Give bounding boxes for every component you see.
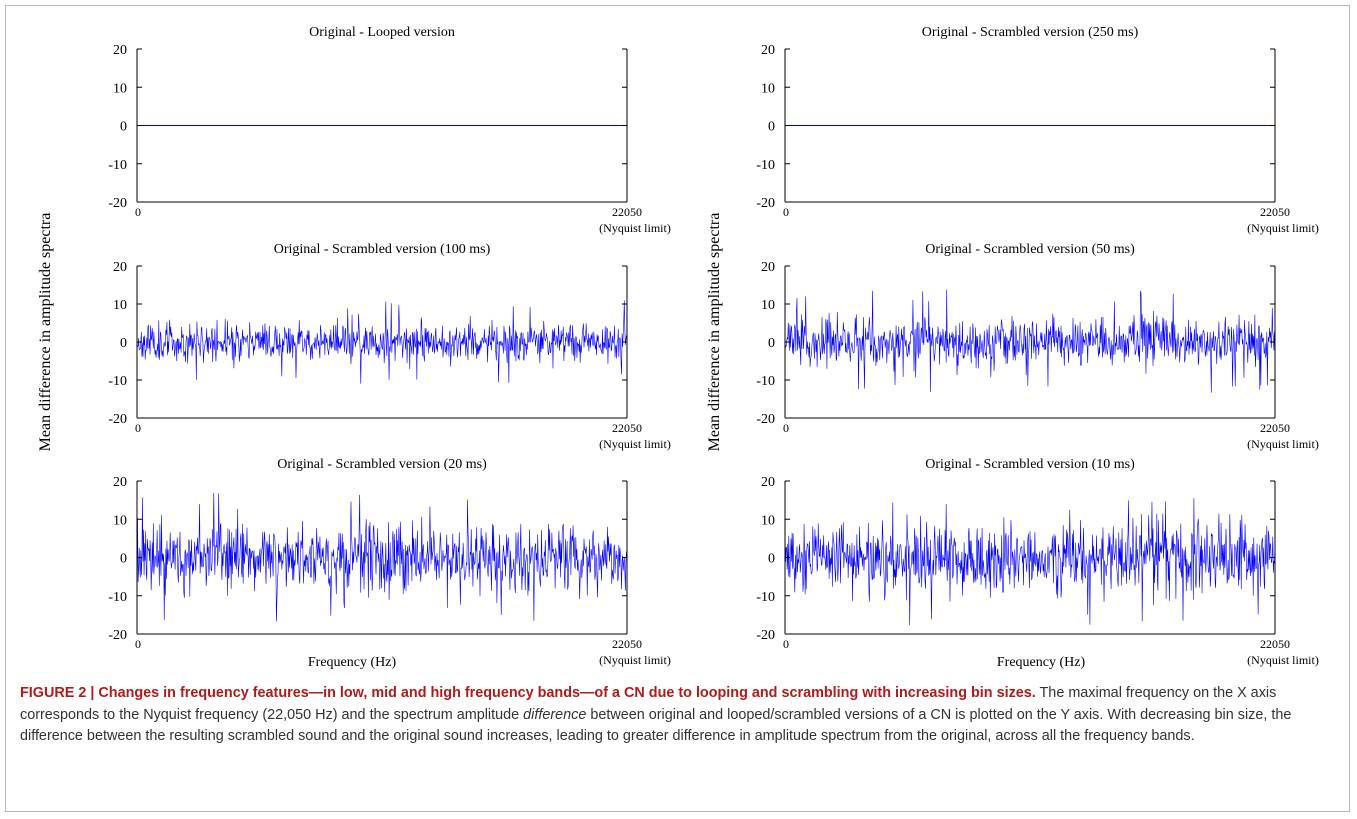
caption-title: FIGURE 2 | Changes in frequency features… [20, 685, 1036, 701]
y-tick-label-3: -10 [108, 374, 127, 389]
chart-title-5: Original - Scrambled version (20 ms) [277, 457, 487, 472]
x-tick-label-max-3: 22050 [612, 421, 642, 435]
chart-title-3: Original - Scrambled version (100 ms) [274, 242, 491, 257]
y-tick-label-2: -20 [756, 196, 775, 211]
x-max-note-5: (Nyquist limit) [599, 653, 671, 667]
x-tick-label-max-4: 22050 [1260, 421, 1290, 435]
y-tick-label-2: 20 [761, 43, 775, 58]
y-tick-label-3: 20 [113, 260, 127, 275]
x-tick-label-min-6: 0 [783, 637, 789, 651]
x-tick-label-max-5: 22050 [612, 637, 642, 651]
ylabel-right: Mean difference in amplitude spectra [706, 213, 723, 452]
caption-body: The maximal frequency on the X axis corr… [20, 685, 1291, 744]
chart-panel-4: Original - Scrambled version (50 ms) 20 10… [756, 242, 1319, 451]
series-line-5 [136, 492, 628, 622]
y-tick-label-4: 10 [761, 298, 775, 313]
figure-caption: FIGURE 2 | Changes in frequency features… [20, 683, 1340, 748]
y-tick-label-6: -20 [756, 628, 775, 643]
caption-label: FIGURE 2 | [20, 685, 99, 701]
xlabel-right: Frequency (Hz) [997, 655, 1086, 670]
y-tick-label-1: 20 [113, 43, 127, 58]
y-tick-label-3: 0 [120, 336, 127, 351]
chart-panel-5: Original - Scrambled version (20 ms) 20 10… [108, 457, 671, 667]
chart-title-6: Original - Scrambled version (10 ms) [925, 457, 1135, 472]
y-tick-label-1: -10 [108, 158, 127, 173]
x-tick-label-max-1: 22050 [612, 205, 642, 219]
y-tick-label-6: 20 [761, 475, 775, 490]
x-max-note-1: (Nyquist limit) [599, 221, 671, 235]
xlabel-left: Frequency (Hz) [308, 655, 397, 670]
y-tick-label-2: 0 [768, 120, 775, 135]
x-max-note-2: (Nyquist limit) [1247, 221, 1319, 235]
chart-title-4: Original - Scrambled version (50 ms) [925, 242, 1135, 257]
x-tick-label-min-2: 0 [783, 205, 789, 219]
chart-panel-1: Original - Looped version 20 10 0 -10 -20 0 220… [108, 25, 671, 235]
y-tick-label-4: 20 [761, 260, 775, 275]
series-line-3 [136, 300, 628, 384]
y-tick-label-4: 0 [768, 336, 775, 351]
y-tick-label-5: 20 [113, 475, 127, 490]
y-tick-label-6: 10 [761, 513, 775, 528]
series-line-4 [784, 289, 1276, 393]
x-max-note-3: (Nyquist limit) [599, 437, 671, 451]
x-max-note-6: (Nyquist limit) [1247, 653, 1319, 667]
y-tick-label-5: 10 [113, 513, 127, 528]
ylabel-left: Mean difference in amplitude spectra [37, 213, 54, 452]
y-tick-label-4: -20 [756, 412, 775, 427]
x-tick-label-min-1: 0 [135, 205, 141, 219]
caption-body-part1: The maximal frequency on the X axis corr… [20, 685, 1277, 723]
chart-panel-3: Original - Scrambled version (100 ms) 20 1… [108, 242, 671, 451]
y-tick-label-1: -20 [108, 196, 127, 211]
y-tick-label-4: -10 [756, 374, 775, 389]
y-tick-label-5: 0 [120, 552, 127, 567]
chart-title-1: Original - Looped version [309, 25, 455, 40]
chart-panel-2: Original - Scrambled version (250 ms) 20 1… [756, 25, 1319, 235]
y-tick-label-2: 10 [761, 81, 775, 96]
caption-body-emphasis: difference [523, 706, 587, 723]
y-tick-label-3: 10 [113, 298, 127, 313]
y-tick-label-2: -10 [756, 158, 775, 173]
figure-frame [5, 5, 1350, 812]
chart-title-2: Original - Scrambled version (250 ms) [922, 25, 1139, 40]
caption-body-part2: between original and looped/scrambled ve… [20, 706, 1292, 745]
series-line-6 [784, 498, 1276, 626]
x-max-note-4: (Nyquist limit) [1247, 437, 1319, 451]
y-tick-label-5: -20 [108, 628, 127, 643]
y-tick-label-1: 0 [120, 120, 127, 135]
y-tick-label-1: 10 [113, 81, 127, 96]
y-tick-label-3: -20 [108, 412, 127, 427]
x-tick-label-min-4: 0 [783, 421, 789, 435]
x-tick-label-max-2: 22050 [1260, 205, 1290, 219]
y-tick-label-6: -10 [756, 590, 775, 605]
y-tick-label-6: 0 [768, 552, 775, 567]
x-tick-label-min-5: 0 [135, 637, 141, 651]
x-tick-label-max-6: 22050 [1260, 637, 1290, 651]
caption-title-text: Changes in frequency features—in low, mi… [98, 685, 1036, 701]
y-tick-label-5: -10 [108, 590, 127, 605]
x-tick-label-min-3: 0 [135, 421, 141, 435]
figure-plots: Mean difference in amplitude spectra Mea… [37, 25, 1319, 670]
chart-panel-6: Original - Scrambled version (10 ms) 20 10… [756, 457, 1319, 667]
